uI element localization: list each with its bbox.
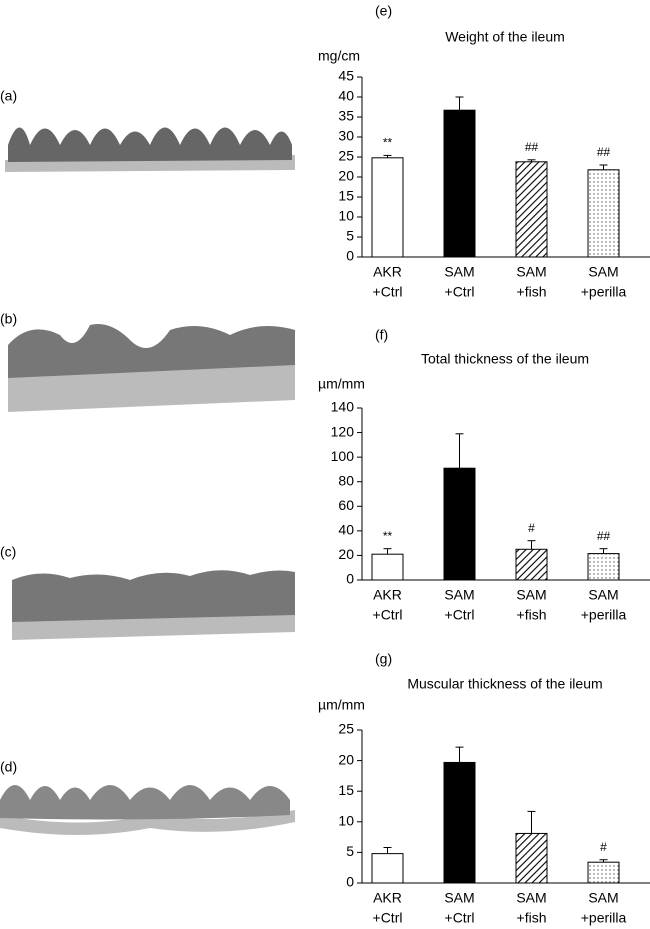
x-tick-label: SAM (516, 587, 546, 603)
x-tick-label: +fish (517, 284, 547, 300)
bar (587, 553, 620, 581)
x-tick-label: +Ctrl (445, 607, 475, 623)
annotation: ## (597, 529, 611, 543)
y-tick-label: 0 (346, 874, 354, 890)
y-tick-label: 80 (338, 472, 354, 488)
panel-label: (e) (375, 3, 392, 19)
y-tick-label: 15 (338, 188, 354, 204)
panel-label: (a) (0, 88, 17, 104)
y-tick-label: 40 (338, 88, 354, 104)
y-unit: µm/mm (318, 376, 365, 392)
bar (443, 761, 476, 884)
y-tick-label: 15 (338, 782, 354, 798)
y-tick-label: 5 (346, 228, 354, 244)
chart-title: Weight of the ileum (445, 29, 565, 45)
y-tick-label: 25 (338, 721, 354, 737)
x-tick-label: SAM (516, 264, 546, 280)
y-tick-label: 120 (331, 423, 355, 439)
bar (443, 109, 476, 258)
annotation: ** (383, 529, 393, 543)
micrograph-d-villi (0, 785, 290, 820)
y-tick-label: 20 (338, 168, 354, 184)
bar (515, 161, 548, 258)
y-tick-label: 5 (346, 843, 354, 859)
x-tick-label: +fish (517, 607, 547, 623)
x-tick-label: SAM (588, 264, 618, 280)
x-tick-label: SAM (444, 890, 474, 906)
annotation: # (528, 521, 535, 535)
y-tick-label: 140 (331, 399, 355, 415)
y-tick-label: 100 (331, 448, 355, 464)
x-tick-label: AKR (373, 587, 402, 603)
chart-title: Total thickness of the ileum (421, 351, 589, 367)
y-tick-label: 60 (338, 497, 354, 513)
panel-label: (d) (0, 759, 17, 775)
bar (515, 548, 548, 581)
bar (443, 467, 476, 581)
y-tick-label: 0 (346, 571, 354, 587)
panel-label: (b) (0, 311, 17, 327)
micrographs (0, 127, 295, 835)
x-tick-label: +fish (517, 910, 547, 926)
x-tick-label: +perilla (581, 607, 627, 623)
x-tick-label: +perilla (581, 910, 627, 926)
x-tick-label: SAM (444, 264, 474, 280)
x-tick-label: +Ctrl (373, 607, 403, 623)
y-unit: mg/cm (318, 48, 360, 64)
y-tick-label: 35 (338, 108, 354, 124)
panel-label: (g) (375, 651, 392, 667)
y-tick-label: 10 (338, 208, 354, 224)
y-tick-label: 25 (338, 148, 354, 164)
micrograph-c-villi (12, 570, 295, 622)
x-tick-label: SAM (588, 587, 618, 603)
y-tick-label: 45 (338, 68, 354, 84)
y-unit: µm/mm (318, 697, 365, 713)
bar (587, 169, 620, 258)
bar (371, 853, 404, 884)
y-tick-label: 10 (338, 813, 354, 829)
chart-title: Muscular thickness of the ileum (407, 676, 602, 692)
annotation: ## (597, 145, 611, 159)
bar (371, 157, 404, 258)
x-tick-label: SAM (588, 890, 618, 906)
x-tick-label: SAM (516, 890, 546, 906)
annotation: ## (525, 140, 539, 154)
micrograph-b-villi (8, 324, 295, 378)
x-tick-label: SAM (444, 587, 474, 603)
x-tick-label: +Ctrl (445, 284, 475, 300)
panel-label: (f) (375, 327, 388, 343)
bar (587, 861, 620, 884)
y-tick-label: 30 (338, 128, 354, 144)
annotation: ** (383, 136, 393, 150)
y-tick-label: 20 (338, 751, 354, 767)
bar (515, 832, 548, 884)
y-tick-label: 20 (338, 546, 354, 562)
micrograph-a-villi (8, 127, 292, 162)
x-tick-label: +Ctrl (373, 910, 403, 926)
x-tick-label: +perilla (581, 284, 627, 300)
x-tick-label: +Ctrl (373, 284, 403, 300)
micrograph-d (0, 810, 295, 835)
x-tick-label: AKR (373, 890, 402, 906)
annotation: # (600, 840, 607, 854)
x-tick-label: AKR (373, 264, 402, 280)
panel-label: (c) (0, 544, 16, 560)
y-tick-label: 0 (346, 248, 354, 264)
bar (371, 553, 404, 581)
x-tick-label: +Ctrl (445, 910, 475, 926)
y-tick-label: 40 (338, 522, 354, 538)
